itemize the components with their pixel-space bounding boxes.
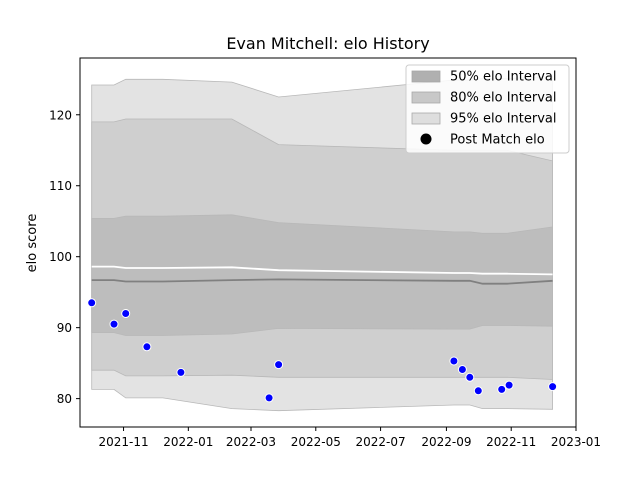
post-match-point-6	[274, 360, 284, 370]
trend-lines	[91, 265, 553, 285]
post-match-point-5	[264, 393, 274, 403]
post-match-point-2	[121, 309, 131, 318]
x-tick-label-5: 2022-09	[421, 435, 471, 449]
x-tick-label-2: 2022-03	[226, 435, 276, 449]
post-match-point-0	[87, 298, 97, 308]
legend-label-2: 95% elo Interval	[450, 112, 557, 127]
median-line	[91, 278, 553, 285]
post-match-points	[87, 298, 558, 403]
post-match-point-4	[176, 367, 186, 377]
post-match-point-13	[548, 382, 558, 392]
plot-frame	[79, 57, 577, 428]
legend: 50% elo Interval 80% elo Interval 95% elo …	[405, 64, 570, 154]
y-axis-ticks: 80 90 100 110 120	[49, 108, 80, 406]
chart-title: Evan Mitchell: elo History	[226, 34, 429, 53]
x-tick-label-1: 2022-01	[163, 435, 213, 449]
x-tick-label-6: 2022-11	[486, 435, 536, 449]
legend-swatch-0	[411, 70, 441, 83]
post-match-point-11	[497, 384, 507, 394]
legend-marker-3	[420, 133, 432, 145]
interval-bands	[91, 75, 553, 412]
y-tick-label-2: 100	[49, 250, 72, 264]
post-match-point-12	[504, 380, 514, 390]
x-tick-label-0: 2021-11	[98, 435, 148, 449]
y-axis-label: elo score	[25, 214, 40, 273]
x-tick-label-7: 2023-01	[551, 435, 601, 449]
post-match-point-8	[457, 365, 467, 374]
x-axis-ticks: 2021-11 2022-01 2022-03 2022-05 2022-07 2022-…	[98, 427, 601, 449]
post-match-point-1	[109, 319, 119, 329]
legend-label-0: 50% elo Interval	[450, 70, 557, 85]
legend-box	[405, 64, 570, 154]
y-tick-label-4: 120	[49, 108, 72, 122]
x-tick-label-3: 2022-05	[291, 435, 341, 449]
post-match-point-9	[465, 372, 475, 382]
mean-line	[91, 265, 553, 276]
y-tick-label-1: 90	[57, 321, 72, 335]
band-2	[91, 214, 553, 336]
post-match-point-7	[449, 356, 459, 366]
y-tick-label-3: 110	[49, 179, 72, 193]
legend-label-3: Post Match elo	[450, 133, 545, 148]
x-tick-label-4: 2022-07	[356, 435, 406, 449]
legend-swatch-2	[411, 112, 441, 125]
y-tick-label-0: 80	[57, 392, 72, 406]
post-match-point-3	[142, 342, 152, 352]
legend-swatch-1	[411, 91, 441, 104]
post-match-point-10	[473, 386, 483, 396]
legend-label-1: 80% elo Interval	[450, 91, 557, 106]
